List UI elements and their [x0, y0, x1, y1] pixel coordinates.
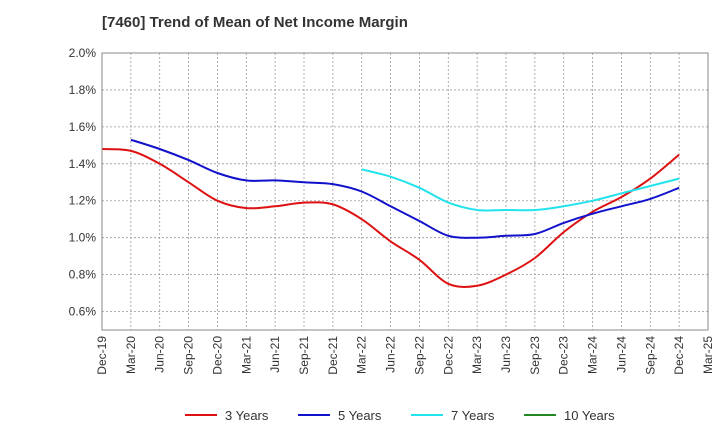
x-tick-label: Dec-20 — [210, 336, 224, 375]
chart-title: [7460] Trend of Mean of Net Income Margi… — [102, 14, 408, 31]
x-tick-label: Dec-21 — [326, 336, 340, 375]
x-tick-label: Mar-20 — [124, 336, 138, 374]
x-tick-label: Mar-21 — [239, 336, 253, 374]
x-tick-label: Dec-22 — [441, 336, 455, 375]
y-tick-label: 0.8% — [69, 268, 97, 282]
y-tick-label: 0.6% — [69, 305, 97, 319]
x-tick-label: Dec-19 — [95, 336, 109, 375]
x-tick-label: Jun-21 — [268, 336, 282, 373]
y-tick-label: 1.6% — [69, 120, 97, 134]
legend-label-3: 10 Years — [564, 408, 615, 423]
y-tick-label: 1.2% — [69, 194, 97, 208]
x-tick-label: Sep-24 — [643, 336, 657, 375]
y-tick-label: 1.8% — [69, 83, 97, 97]
y-tick-label: 2.0% — [69, 46, 97, 60]
series-line-1 — [130, 138, 680, 239]
grid-lines — [102, 53, 708, 330]
y-tick-label: 1.0% — [69, 231, 97, 245]
x-tick-label: Sep-20 — [182, 336, 196, 375]
x-tick-label: Sep-21 — [297, 336, 311, 375]
x-tick-label: Mar-25 — [701, 336, 715, 374]
x-tick-label: Dec-24 — [672, 336, 686, 375]
x-tick-label: Jun-23 — [499, 336, 513, 373]
legend-label-2: 7 Years — [451, 408, 495, 423]
x-tick-label: Mar-22 — [355, 336, 369, 374]
x-tick-label: Jun-24 — [614, 336, 628, 373]
plot-frame — [101, 52, 709, 331]
x-tick-label: Mar-24 — [586, 336, 600, 374]
legend-label-0: 3 Years — [225, 408, 269, 423]
x-tick-label: Mar-23 — [470, 336, 484, 374]
x-tick-label: Dec-23 — [557, 336, 571, 375]
legend-label-1: 5 Years — [338, 408, 382, 423]
series-lines — [101, 138, 680, 288]
x-tick-label: Sep-23 — [528, 336, 542, 375]
x-tick-label: Jun-20 — [153, 336, 167, 373]
x-axis-ticks: Dec-19 Mar-20 Jun-20 Sep-20 Dec-20 Mar-21 Jun-… — [95, 336, 715, 375]
series-line-2 — [361, 168, 680, 212]
y-tick-label: 1.4% — [69, 157, 97, 171]
x-tick-label: Sep-22 — [412, 336, 426, 375]
legend: 3 Years 5 Years 7 Years 10 Years — [185, 408, 615, 423]
y-axis-ticks: 0.6% 0.8% 1.0% 1.2% 1.4% 1.6% 1.8% 2.0% — [69, 46, 97, 319]
x-tick-label: Jun-22 — [384, 336, 398, 373]
